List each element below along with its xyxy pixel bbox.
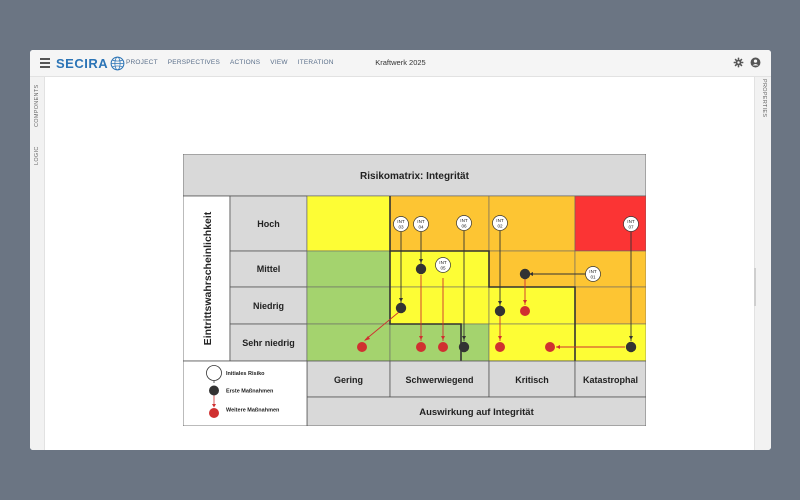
menu-iteration[interactable]: ITERATION xyxy=(297,59,334,66)
menu-icon[interactable] xyxy=(40,58,50,68)
further-measure-marker xyxy=(545,342,555,352)
risk-connectors xyxy=(364,231,632,348)
cell-mittel-katastrophal xyxy=(574,250,646,288)
secira-globe-icon xyxy=(110,56,125,70)
right-panel-rail: PROPERTIES xyxy=(754,77,771,450)
first-measure-marker xyxy=(458,341,470,353)
svg-text:INT: INT xyxy=(397,219,405,224)
legend-initial-marker xyxy=(206,365,222,381)
panel-resize-handle[interactable] xyxy=(754,268,756,306)
svg-text:01: 01 xyxy=(590,275,596,280)
gear-icon[interactable] xyxy=(733,57,744,68)
svg-text:INT: INT xyxy=(439,260,447,265)
diagram-canvas[interactable]: Risikomatrix: Integrität Eintrittswahrsc… xyxy=(45,77,754,450)
svg-text:INT: INT xyxy=(460,218,468,223)
further-measure-marker xyxy=(416,342,426,352)
risk-int-06[interactable]: INT 06 xyxy=(456,215,472,231)
row-label-sehr-niedrig: Sehr niedrig xyxy=(242,338,295,348)
menu-project[interactable]: PROJECT xyxy=(126,59,158,66)
cell-sehr-niedrig-katastrophal xyxy=(574,323,646,362)
matrix-cells xyxy=(306,195,646,362)
further-measure-marker xyxy=(495,342,505,352)
arrow-heads xyxy=(364,259,633,349)
x-axis-label: Auswirkung auf Integrität xyxy=(419,407,534,418)
cell-niedrig-gering xyxy=(306,286,391,325)
first-measure-markers xyxy=(395,263,637,353)
cell-hoch-gering xyxy=(306,195,391,252)
svg-text:02: 02 xyxy=(497,224,503,229)
svg-text:03: 03 xyxy=(398,225,404,230)
svg-text:06: 06 xyxy=(461,224,467,229)
row-label-hoch: Hoch xyxy=(257,219,280,229)
svg-text:05: 05 xyxy=(440,266,446,271)
svg-text:INT: INT xyxy=(589,269,597,274)
risk-int-03[interactable]: INT 03 xyxy=(393,216,409,232)
cell-sehr-niedrig-kritisch xyxy=(488,323,576,362)
col-label-kritisch: Kritisch xyxy=(515,375,549,385)
initial-risk-markers: INT 03 INT 04 INT 05 INT 06 xyxy=(393,215,639,282)
row-label-niedrig: Niedrig xyxy=(253,301,284,311)
svg-text:INT: INT xyxy=(417,219,425,224)
row-headers: Hoch Mittel Niedrig Sehr niedrig xyxy=(229,195,308,362)
tab-properties[interactable]: PROPERTIES xyxy=(761,79,767,118)
cell-mittel-kritisch xyxy=(488,250,576,288)
legend-further-marker xyxy=(209,408,219,418)
first-measure-marker xyxy=(519,268,531,280)
risk-matrix: Risikomatrix: Integrität Eintrittswahrsc… xyxy=(183,154,646,426)
left-panel-rail: COMPONENTS LOGIC xyxy=(30,77,45,450)
further-measure-marker xyxy=(357,342,367,352)
y-axis-label: Eintrittswahrscheinlichkeit xyxy=(202,211,214,345)
first-measure-marker xyxy=(625,341,637,353)
logo-text: SECIRA xyxy=(56,55,109,71)
risk-int-07[interactable]: INT 07 xyxy=(623,216,639,232)
risk-int-01[interactable]: INT 01 xyxy=(585,266,601,282)
menu-view[interactable]: VIEW xyxy=(270,59,288,66)
further-measure-markers xyxy=(357,306,555,352)
legend-initial-label: Initiales Risiko xyxy=(226,371,265,377)
svg-text:07: 07 xyxy=(628,225,634,230)
legend: Initiales Risiko Erste Maßnahmen Weitere… xyxy=(183,360,308,426)
first-measure-marker xyxy=(395,302,407,314)
cell-niedrig-kritisch xyxy=(488,286,576,325)
cell-niedrig-katastrophal xyxy=(574,286,646,325)
menu-actions[interactable]: ACTIONS xyxy=(230,59,261,66)
first-measure-marker xyxy=(415,263,427,275)
cell-mittel-gering xyxy=(306,250,391,288)
risk-int-05[interactable]: INT 05 xyxy=(435,257,451,273)
risk-boundaries xyxy=(389,196,576,361)
svg-text:INT: INT xyxy=(496,218,504,223)
tab-logic[interactable]: LOGIC xyxy=(34,146,40,165)
svg-text:INT: INT xyxy=(627,219,635,224)
user-icon[interactable] xyxy=(750,57,761,68)
window-title: Kraftwerk 2025 xyxy=(375,58,426,67)
col-label-schwerwiegend: Schwerwiegend xyxy=(405,375,473,385)
col-label-katastrophal: Katastrophal xyxy=(583,375,638,385)
column-headers: Gering Schwerwiegend Kritisch Katastroph… xyxy=(306,360,646,426)
further-measure-marker xyxy=(520,306,530,316)
col-label-gering: Gering xyxy=(334,375,363,385)
tab-components[interactable]: COMPONENTS xyxy=(34,84,40,127)
legend-first-marker xyxy=(209,385,219,396)
matrix-title: Risikomatrix: Integrität xyxy=(360,171,470,182)
further-measure-marker xyxy=(438,342,448,352)
risk-int-04[interactable]: INT 04 xyxy=(413,216,429,232)
cell-sehr-niedrig-gering xyxy=(306,323,391,362)
title-bar: SECIRA PROJECT PERSPECTIVES ACTIONS VIEW… xyxy=(30,50,771,77)
main-menu: PROJECT PERSPECTIVES ACTIONS VIEW ITERAT… xyxy=(126,59,344,66)
svg-text:04: 04 xyxy=(418,225,424,230)
risk-int-02[interactable]: INT 02 xyxy=(492,215,508,231)
menu-perspectives[interactable]: PERSPECTIVES xyxy=(167,59,220,66)
logo: SECIRA xyxy=(56,55,125,71)
legend-first-label: Erste Maßnahmen xyxy=(226,389,274,395)
row-label-mittel: Mittel xyxy=(257,264,281,274)
app-window: SECIRA PROJECT PERSPECTIVES ACTIONS VIEW… xyxy=(30,50,771,450)
first-measure-marker xyxy=(494,305,506,317)
cell-sehr-niedrig-schwerwiegend xyxy=(389,323,490,362)
legend-further-label: Weitere Maßnahmen xyxy=(226,408,280,414)
